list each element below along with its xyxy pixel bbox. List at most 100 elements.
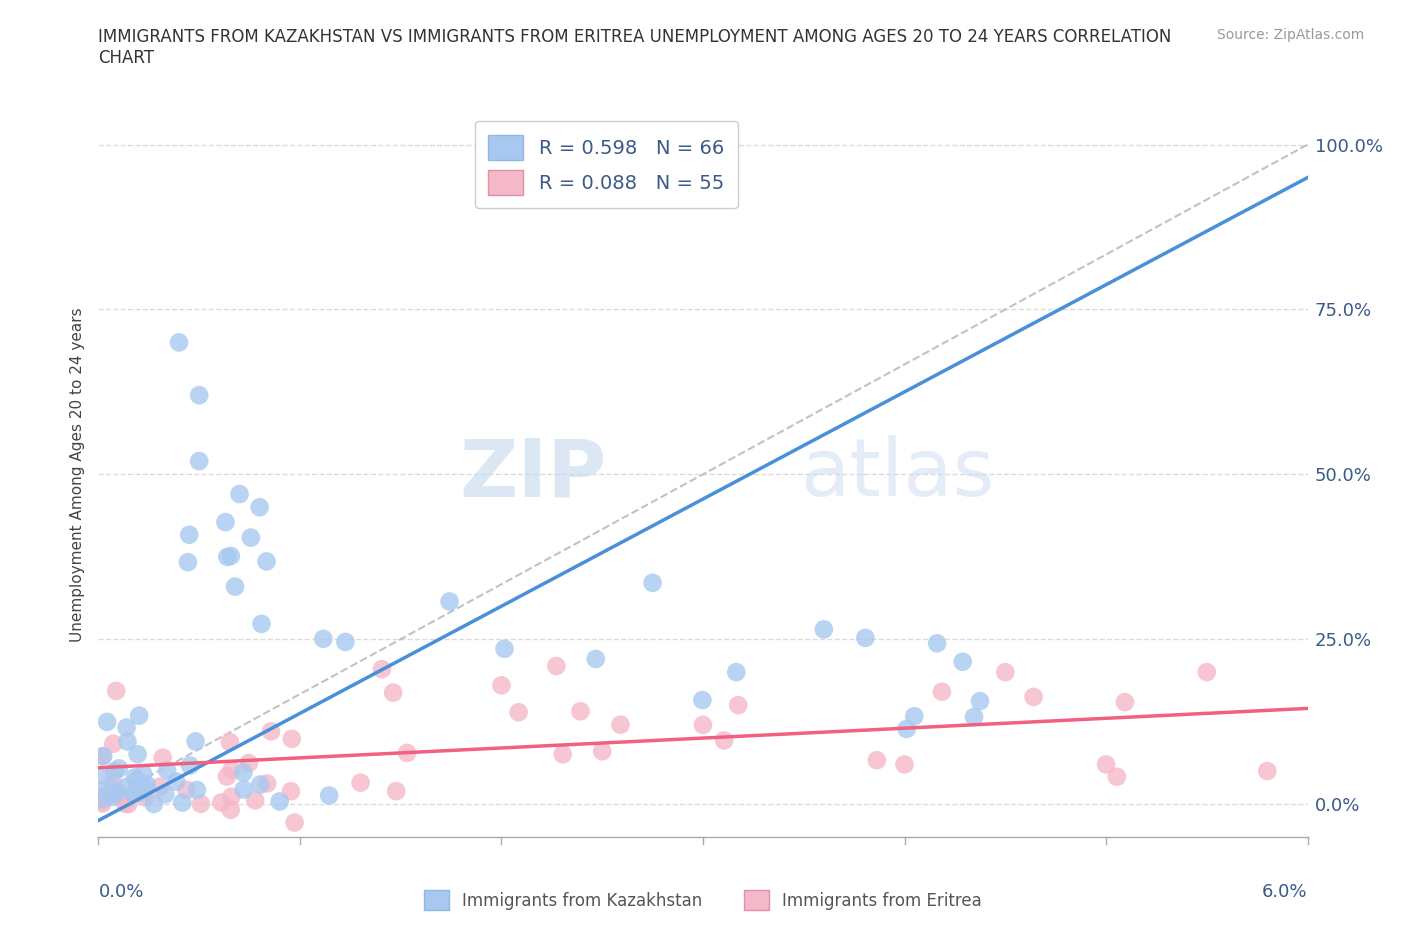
Y-axis label: Unemployment Among Ages 20 to 24 years: Unemployment Among Ages 20 to 24 years — [69, 307, 84, 642]
Point — [491, 678, 513, 693]
Point — [105, 784, 128, 799]
Legend: R = 0.598   N = 66, R = 0.088   N = 55: R = 0.598 N = 66, R = 0.088 N = 55 — [475, 121, 738, 208]
Point — [156, 764, 179, 778]
Point — [249, 777, 271, 792]
Point — [103, 737, 125, 751]
Point — [569, 704, 592, 719]
Point — [105, 684, 128, 698]
Point — [179, 527, 201, 542]
Point — [349, 776, 371, 790]
Point — [214, 514, 236, 529]
Point — [866, 752, 889, 767]
Point — [127, 747, 149, 762]
Point — [176, 782, 198, 797]
Point — [129, 780, 152, 795]
Point — [692, 717, 714, 732]
Point — [280, 784, 302, 799]
Point — [91, 796, 114, 811]
Point — [1095, 757, 1118, 772]
Point — [1195, 665, 1218, 680]
Point — [149, 779, 172, 794]
Point — [508, 705, 530, 720]
Point — [1256, 764, 1278, 778]
Point — [134, 780, 156, 795]
Point — [177, 555, 200, 570]
Point — [281, 731, 304, 746]
Point — [727, 698, 749, 712]
Point — [609, 717, 631, 732]
Point — [152, 751, 174, 765]
Point — [219, 549, 242, 564]
Point — [927, 636, 949, 651]
Text: 6.0%: 6.0% — [1263, 884, 1308, 901]
Point — [96, 714, 118, 729]
Point — [115, 720, 138, 735]
Point — [382, 685, 405, 700]
Point — [115, 779, 138, 794]
Point — [215, 769, 238, 784]
Point — [853, 631, 876, 645]
Point — [132, 766, 155, 781]
Point — [129, 785, 152, 800]
Point — [335, 634, 357, 649]
Point — [591, 744, 613, 759]
Point — [179, 758, 201, 773]
Point — [551, 747, 574, 762]
Point — [91, 782, 114, 797]
Point — [546, 658, 568, 673]
Point — [232, 782, 254, 797]
Text: 0.0%: 0.0% — [98, 884, 143, 901]
Point — [312, 631, 335, 646]
Point — [91, 749, 114, 764]
Point — [101, 782, 124, 797]
Point — [396, 746, 419, 761]
Point — [112, 793, 135, 808]
Point — [128, 708, 150, 723]
Point — [167, 335, 190, 350]
Point — [117, 797, 139, 812]
Point — [122, 787, 145, 802]
Point — [969, 694, 991, 709]
Point — [232, 765, 254, 780]
Point — [931, 684, 953, 699]
Point — [284, 815, 307, 830]
Point — [256, 554, 278, 569]
Legend: Immigrants from Kazakhstan, Immigrants from Eritrea: Immigrants from Kazakhstan, Immigrants f… — [418, 884, 988, 917]
Point — [188, 454, 211, 469]
Point — [165, 774, 187, 789]
Point — [243, 793, 266, 808]
Point — [221, 763, 243, 777]
Point — [91, 789, 114, 804]
Text: atlas: atlas — [800, 435, 994, 513]
Point — [224, 579, 246, 594]
Point — [585, 652, 607, 667]
Point — [124, 770, 146, 785]
Point — [91, 768, 114, 783]
Point — [1114, 695, 1136, 710]
Text: Source: ZipAtlas.com: Source: ZipAtlas.com — [1216, 28, 1364, 42]
Point — [963, 710, 986, 724]
Point — [91, 793, 114, 808]
Point — [896, 722, 918, 737]
Point — [249, 499, 271, 514]
Point — [91, 749, 114, 764]
Point — [439, 594, 461, 609]
Point — [108, 761, 131, 776]
Point — [190, 796, 212, 811]
Point — [172, 795, 194, 810]
Point — [217, 550, 239, 565]
Point — [188, 388, 211, 403]
Point — [134, 790, 156, 805]
Point — [209, 795, 232, 810]
Point — [125, 773, 148, 788]
Point — [184, 734, 207, 749]
Point — [218, 735, 240, 750]
Point — [256, 776, 278, 790]
Point — [893, 757, 915, 772]
Point — [952, 655, 974, 670]
Point — [1105, 769, 1128, 784]
Point — [1022, 689, 1045, 704]
Text: IMMIGRANTS FROM KAZAKHSTAN VS IMMIGRANTS FROM ERITREA UNEMPLOYMENT AMONG AGES 20: IMMIGRANTS FROM KAZAKHSTAN VS IMMIGRANTS… — [98, 28, 1171, 67]
Point — [114, 796, 136, 811]
Point — [101, 775, 124, 790]
